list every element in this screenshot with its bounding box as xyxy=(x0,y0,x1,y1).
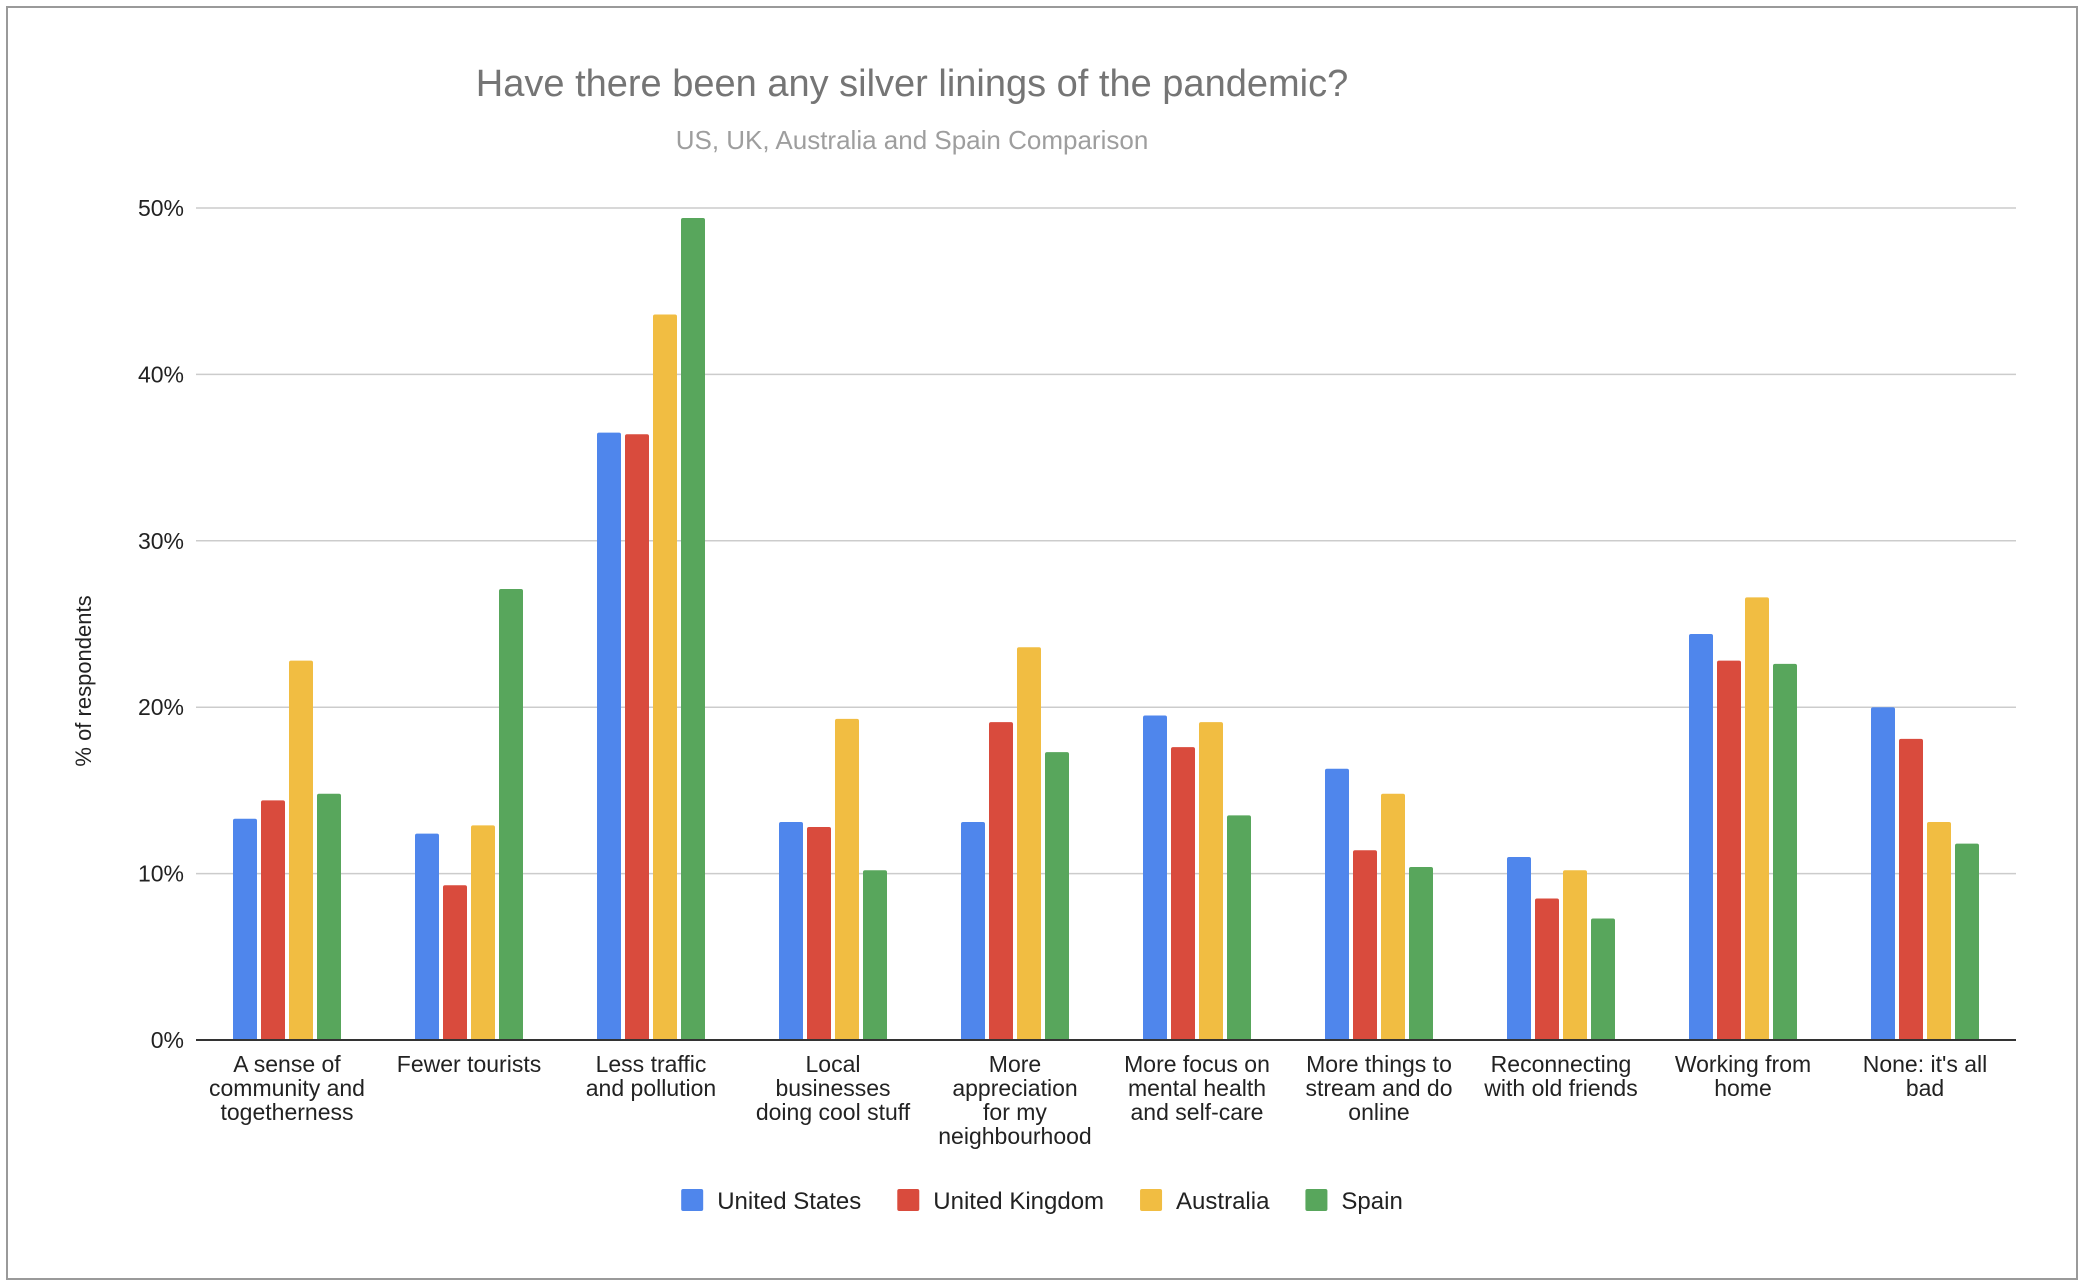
x-tick-label: Local businesses doing cool stuff xyxy=(756,1051,911,1125)
legend-item: Spain xyxy=(1305,1188,1403,1215)
bar-united-kingdom xyxy=(1353,850,1377,1040)
bar-spain xyxy=(1591,918,1615,1040)
bar-united-kingdom xyxy=(1717,660,1741,1040)
y-tick-label: 20% xyxy=(138,694,184,720)
bar-united-states xyxy=(779,822,803,1040)
bar-united-kingdom xyxy=(807,827,831,1040)
bar-united-states xyxy=(1325,768,1349,1040)
bar-united-kingdom xyxy=(1171,747,1195,1040)
bar-spain xyxy=(1045,752,1069,1040)
bar-spain xyxy=(863,870,887,1040)
bar-united-states xyxy=(961,822,985,1040)
chart-frame: Have there been any silver linings of th… xyxy=(6,6,2078,1280)
bar-australia xyxy=(1927,822,1951,1040)
bar-united-states xyxy=(1871,707,1895,1040)
legend-swatch xyxy=(681,1189,704,1211)
legend: United States United Kingdom Australia Spai… xyxy=(681,1188,1403,1215)
x-tick-label: Working from home xyxy=(1675,1051,1811,1101)
bar-australia xyxy=(1017,647,1041,1040)
bar-united-states xyxy=(233,818,257,1040)
x-tick-label: None: it's all bad xyxy=(1863,1051,1988,1101)
bar-spain xyxy=(681,217,705,1040)
legend-label: Spain xyxy=(1341,1188,1402,1215)
bar-united-states xyxy=(597,432,621,1040)
x-tick-label: Reconnecting with old friends xyxy=(1483,1051,1637,1101)
bar-australia xyxy=(653,314,677,1041)
y-axis-ticks: 0% 10% 20% 30% 40% 50% xyxy=(138,195,184,1053)
bar-united-states xyxy=(1689,633,1713,1040)
legend-item: United Kingdom xyxy=(897,1188,1104,1215)
bar-spain xyxy=(1227,815,1251,1040)
legend-label: United States xyxy=(717,1188,861,1215)
y-tick-label: 30% xyxy=(138,528,184,554)
chart-title: Have there been any silver linings of th… xyxy=(476,63,1348,105)
bar-australia xyxy=(471,825,495,1040)
bar-united-states xyxy=(1143,715,1167,1040)
bar-united-states xyxy=(1507,856,1531,1040)
legend-label: Australia xyxy=(1176,1188,1270,1215)
bar-spain xyxy=(317,793,341,1040)
y-axis-label: % of respondents xyxy=(71,595,96,766)
bar-chart: Have there been any silver linings of th… xyxy=(71,63,2016,1215)
x-axis-labels: A sense of community and togetherness Fewer… xyxy=(209,1051,1987,1149)
bar-spain xyxy=(1409,866,1433,1040)
bar-australia xyxy=(1563,870,1587,1040)
bars xyxy=(233,217,1979,1041)
bar-united-kingdom xyxy=(625,434,649,1041)
bar-united-states xyxy=(415,833,439,1040)
x-tick-label: Less traffic and pollution xyxy=(586,1051,716,1101)
x-tick-label: More focus on mental health and self-care xyxy=(1124,1051,1270,1125)
bar-united-kingdom xyxy=(261,800,285,1040)
bar-spain xyxy=(1955,843,1979,1040)
bar-spain xyxy=(499,589,523,1040)
y-tick-label: 10% xyxy=(138,861,184,887)
legend-item: United States xyxy=(681,1188,861,1215)
bar-australia xyxy=(1381,793,1405,1040)
bar-united-kingdom xyxy=(1899,738,1923,1040)
bar-united-kingdom xyxy=(989,722,1013,1040)
x-tick-label: More appreciation for my neighbourhood xyxy=(938,1051,1091,1149)
legend-swatch xyxy=(897,1189,920,1211)
bar-australia xyxy=(289,660,313,1040)
bar-australia xyxy=(1745,597,1769,1040)
bar-australia xyxy=(835,718,859,1040)
legend-item: Australia xyxy=(1140,1188,1270,1215)
legend-swatch xyxy=(1305,1189,1328,1211)
chart-subtitle: US, UK, Australia and Spain Comparison xyxy=(676,125,1149,155)
bar-united-kingdom xyxy=(443,885,467,1040)
y-tick-label: 0% xyxy=(151,1027,184,1053)
bar-united-kingdom xyxy=(1535,898,1559,1040)
x-tick-label: A sense of community and togetherness xyxy=(209,1051,365,1125)
legend-label: United Kingdom xyxy=(933,1188,1104,1215)
x-tick-label: Fewer tourists xyxy=(397,1051,541,1077)
bar-spain xyxy=(1773,663,1797,1040)
x-tick-label: More things to stream and do online xyxy=(1305,1051,1452,1125)
y-tick-label: 50% xyxy=(138,195,184,221)
y-tick-label: 40% xyxy=(138,361,184,387)
gridlines xyxy=(196,207,2016,875)
bar-australia xyxy=(1199,722,1223,1040)
legend-swatch xyxy=(1140,1189,1163,1211)
